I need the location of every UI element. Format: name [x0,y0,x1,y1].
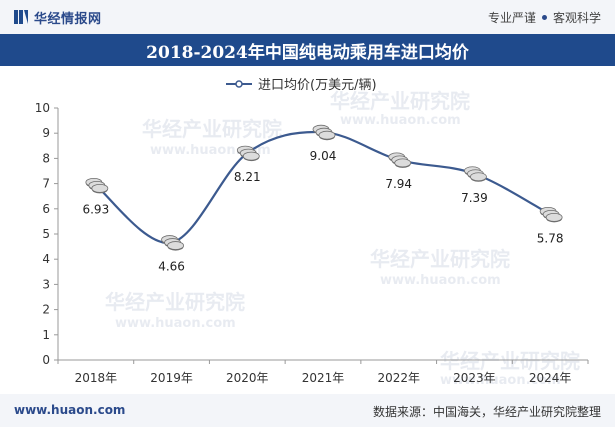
footer-source: 数据来源：中国海关，华经产业研究院整理 [372,405,601,419]
watermark-url: www.huaon.com [440,373,561,388]
chart-title: 2018-2024年中国纯电动乘用车进口均价 [146,42,469,63]
brand-logo-icon [14,10,28,24]
data-label: 7.39 [461,191,488,205]
y-tick-label: 0 [42,353,50,367]
coin-face [394,158,412,168]
legend: 进口均价(万美元/辆) [226,78,377,93]
watermark-url: www.huaon.com [340,113,461,128]
brand-name: 华经情报网 [34,11,102,27]
data-label: 7.94 [385,177,412,191]
watermark-text: 华经产业研究院 [370,247,510,271]
x-tick-label: 2018年 [75,371,118,385]
axes: 0 1 2 3 4 5 6 7 8 9 10 2018年 2019年 2020年 2021年 2022年 202… [35,101,589,385]
watermarks: 华经产业研究院 www.huaon.com 华经产业研究院 www.huaon.… [105,89,580,388]
data-point-marker [236,145,260,162]
watermark-url: www.huaon.com [115,316,236,331]
y-tick-label: 5 [42,227,50,241]
coin-face [318,130,336,140]
legend-label: 进口均价(万美元/辆) [258,78,377,93]
data-label: 9.04 [310,149,337,163]
tagline: 专业严谨 客观科学 [488,9,601,26]
x-tick-label: 2020年 [226,371,269,385]
y-tick-label: 7 [42,177,50,191]
x-tick-label: 2024年 [529,371,572,385]
tagline-left: 专业严谨 [487,11,536,25]
footer: www.huaon.com 数据来源：中国海关，华经产业研究院整理 [0,394,615,427]
x-tick-label: 2021年 [302,371,345,385]
y-tick-label: 2 [42,303,50,317]
data-label: 5.78 [537,231,564,245]
chart-area: 华经产业研究院 www.huaon.com 华经产业研究院 www.huaon.… [0,66,615,394]
data-labels: 6.93 4.66 8.21 9.04 7.94 7.39 5.78 [82,149,563,273]
y-tick-label: 6 [42,202,50,216]
brand: 华经情报网 [14,8,102,27]
watermark-text: 华经产业研究院 [440,349,580,373]
data-label: 4.66 [158,260,185,274]
title-bar: 2018-2024年中国纯电动乘用车进口均价 [0,34,615,66]
data-label: 8.21 [234,170,261,184]
data-point-marker [161,235,184,251]
line-chart: 华经产业研究院 www.huaon.com 华经产业研究院 www.huaon.… [35,78,589,388]
footer-url[interactable]: www.huaon.com [14,403,126,417]
coin-face [470,172,487,182]
y-tick-label: 1 [42,328,50,342]
data-label: 6.93 [82,202,109,216]
x-tick-label: 2023年 [453,371,496,385]
legend-marker [235,80,243,88]
series [85,124,563,251]
data-point-marker [85,177,109,194]
coin-face [91,183,109,193]
watermark-text: 华经产业研究院 [105,290,245,314]
x-tick-label: 2019年 [150,371,193,385]
data-point-marker [464,166,487,182]
data-point-marker [312,124,336,141]
top-bar: 华经情报网 专业严谨 客观科学 [0,0,615,34]
y-tick-label: 8 [42,151,50,165]
y-tick-label: 4 [42,252,50,266]
data-point-marker [539,206,563,223]
tagline-dot-icon [541,15,547,20]
y-tick-label: 9 [42,126,50,140]
y-tick-label: 3 [42,277,50,291]
x-tick-label: 2022年 [377,371,420,385]
coin-face [545,212,563,222]
coin-face [167,241,184,250]
watermark-text: 华经产业研究院 [142,117,282,141]
watermark-url: www.huaon.com [380,273,501,288]
watermark-text: 华经产业研究院 [330,89,470,113]
coin-face [242,151,260,161]
tagline-right: 客观科学 [552,11,601,25]
y-tick-label: 10 [35,101,50,115]
data-point-marker [388,152,412,168]
